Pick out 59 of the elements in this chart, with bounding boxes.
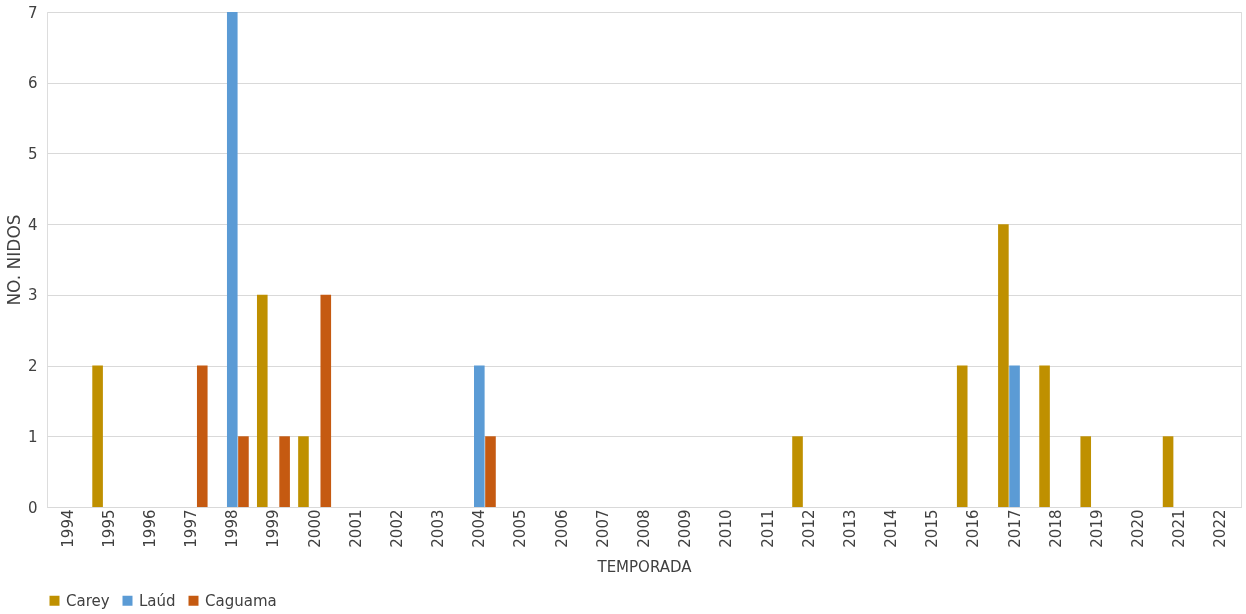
- x-tick-label: 1999: [264, 509, 283, 548]
- x-tick-label: 1994: [58, 509, 77, 548]
- bar: [1009, 365, 1020, 507]
- bar: [196, 365, 208, 507]
- y-tick-label: 4: [27, 215, 38, 234]
- legend-label: Laúd: [139, 591, 176, 610]
- y-tick-label: 3: [27, 286, 38, 305]
- x-tick-label: 2022: [1211, 509, 1230, 548]
- bar: [792, 436, 803, 507]
- bar: [279, 436, 290, 507]
- legend-label: Carey: [66, 591, 110, 610]
- bar: [474, 365, 485, 507]
- x-tick-label: 2000: [305, 509, 324, 548]
- x-tick-label: 2010: [717, 509, 736, 548]
- y-tick-label: 5: [27, 144, 38, 163]
- x-tick-label: 2021: [1170, 509, 1189, 548]
- bar: [956, 365, 968, 507]
- x-tick-label: 2015: [923, 509, 942, 548]
- x-tick-label: 2017: [1005, 509, 1024, 548]
- x-tick-label: 2002: [387, 509, 406, 548]
- x-tick-label: 2008: [635, 509, 653, 548]
- x-tick-label: 2007: [593, 509, 612, 548]
- x-axis-title: TEMPORADA: [596, 557, 693, 576]
- x-tick-label: 2013: [840, 509, 859, 548]
- x-tick-label: 1996: [140, 509, 159, 548]
- x-tick-label: 2004: [470, 509, 489, 548]
- y-tick-label: 2: [27, 357, 38, 376]
- x-tick-label: 2012: [799, 509, 818, 548]
- bar: [298, 436, 309, 507]
- x-tick-label: 2011: [758, 509, 777, 548]
- x-tick-label: 2005: [511, 509, 530, 548]
- bar: [226, 12, 238, 507]
- bar: [1039, 365, 1050, 507]
- bar: [320, 294, 332, 507]
- x-tick-label: 2019: [1087, 509, 1106, 548]
- bar: [998, 224, 1009, 507]
- y-tick-label: 0: [27, 498, 38, 517]
- x-tick-label: 2016: [964, 509, 983, 548]
- x-tick-label: 2003: [429, 509, 448, 548]
- bar: [485, 436, 496, 507]
- x-tick-label: 2020: [1129, 509, 1148, 548]
- y-tick-label: 1: [27, 427, 38, 446]
- bar: [256, 294, 268, 507]
- legend-label: Caguama: [205, 591, 277, 610]
- x-tick-label: 2009: [676, 509, 695, 548]
- x-tick-label: 2006: [552, 509, 571, 548]
- x-tick-label: 2014: [882, 509, 901, 548]
- y-tick-label: 7: [27, 3, 38, 22]
- x-tick-label: 1998: [223, 509, 242, 548]
- y-axis-title: NO. NIDOS: [3, 214, 24, 306]
- x-tick-label: 1997: [182, 509, 201, 548]
- bar: [1080, 436, 1092, 507]
- bar: [1162, 436, 1174, 507]
- y-tick-label: 6: [27, 74, 38, 93]
- x-tick-label: 2018: [1046, 509, 1065, 548]
- bar: [92, 365, 103, 507]
- bar: [238, 436, 249, 507]
- x-tick-label: 2001: [346, 509, 365, 548]
- x-tick-label: 1995: [99, 509, 118, 548]
